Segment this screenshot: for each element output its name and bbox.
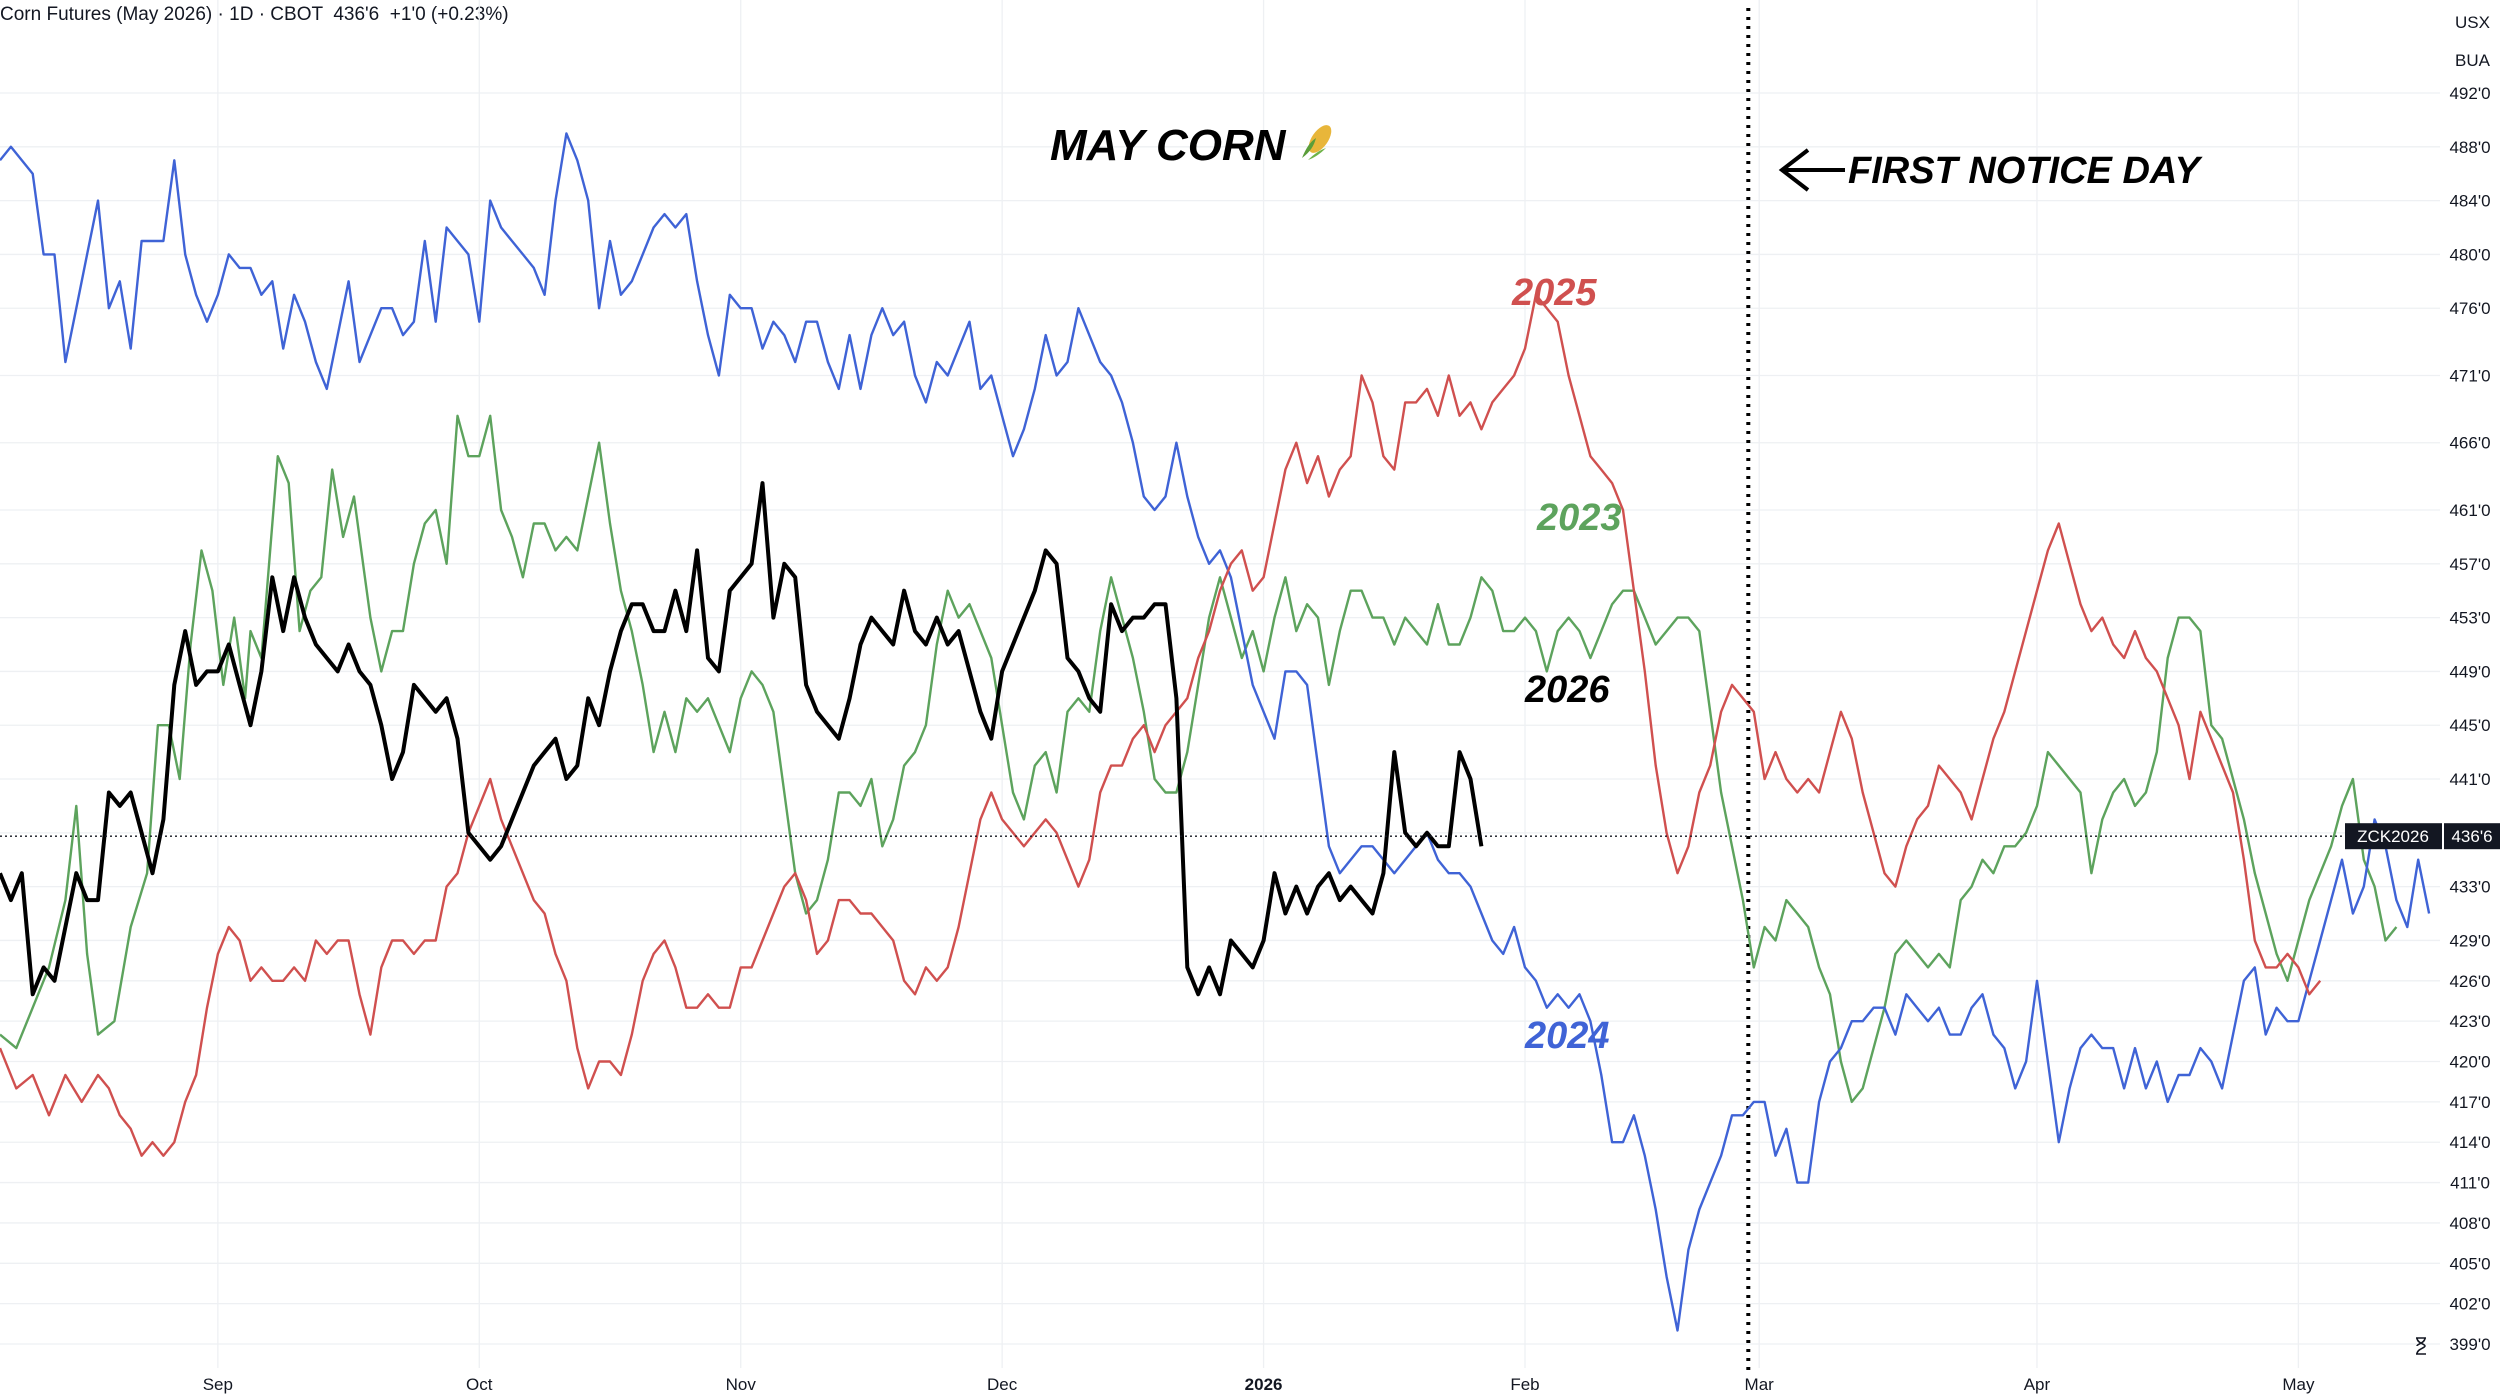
y-tick-label: 402'0 (2449, 1295, 2490, 1314)
symbol-title: Corn Futures (May 2026) · 1D · CBOT (0, 4, 323, 25)
series-line-2026 (0, 481, 1484, 997)
y-tick-label: 453'0 (2449, 609, 2490, 628)
grid (0, 0, 2440, 1368)
y-tick-label: 488'0 (2449, 138, 2490, 157)
y-tick-label: 405'0 (2449, 1254, 2490, 1273)
y-tick-label: 449'0 (2449, 662, 2490, 681)
x-axis: Sep Oct Nov Dec 2026 Feb Mar Apr May (203, 1375, 2315, 1394)
y-tick-label: 484'0 (2449, 192, 2490, 211)
y-tick-label: 433'0 (2449, 878, 2490, 897)
x-tick-label: Dec (987, 1375, 1018, 1394)
series-label-2026: 2026 (1524, 669, 1610, 711)
price-tag-price-bg (2444, 823, 2500, 850)
series-label-2024: 2024 (1524, 1015, 1610, 1057)
price-tag-symbol: ZCK2026 (2357, 827, 2429, 846)
x-tick-label: Nov (726, 1375, 757, 1394)
y-tick-label: 426'0 (2449, 972, 2490, 991)
y-tick-label: 466'0 (2449, 434, 2490, 453)
price-tag[interactable]: ZCK2026 436'6 (2345, 823, 2500, 850)
series-label-2023: 2023 (1536, 497, 1622, 539)
y-tick-label: 423'0 (2449, 1012, 2490, 1031)
y-tick-label: 457'0 (2449, 555, 2490, 574)
last-price: 436'6 (333, 4, 380, 25)
x-tick-label: Mar (1745, 1375, 1775, 1394)
currency-unit[interactable]: USX BUA (2455, 4, 2490, 80)
y-tick-label: 420'0 (2449, 1053, 2490, 1072)
unit-label: BUA (2455, 51, 2490, 70)
series-label-2025: 2025 (1511, 272, 1597, 314)
y-tick-label: 461'0 (2449, 501, 2490, 520)
corn-icon (1302, 125, 1332, 160)
y-tick-label: 441'0 (2449, 770, 2490, 789)
y-tick-label: 445'0 (2449, 716, 2490, 735)
y-tick-label: 492'0 (2449, 84, 2490, 103)
series-line-2023 (0, 414, 2398, 1104)
price-change: +1'0 (+0.23%) (389, 4, 509, 25)
y-tick-label: 471'0 (2449, 366, 2490, 385)
series-line-2024 (0, 132, 2431, 1332)
x-tick-label: Oct (466, 1375, 493, 1394)
y-tick-label: 414'0 (2449, 1133, 2490, 1152)
x-tick-label: Apr (2024, 1375, 2051, 1394)
x-tick-label: 2026 (1245, 1375, 1283, 1394)
first-notice-annotation: FIRST NOTICE DAY (1848, 150, 2204, 192)
y-tick-label: 480'0 (2449, 245, 2490, 264)
title-annotation: MAY CORN (1050, 121, 1287, 170)
clock-icon[interactable] (2410, 1335, 2432, 1357)
y-tick-label: 476'0 (2449, 299, 2490, 318)
y-tick-label: 429'0 (2449, 931, 2490, 950)
y-tick-label: 417'0 (2449, 1093, 2490, 1112)
price-tag-symbol-bg (2345, 823, 2442, 850)
currency-label: USX (2455, 13, 2490, 32)
left-arrow-icon (1778, 148, 1845, 192)
x-tick-label: Feb (1510, 1375, 1539, 1394)
series-lines (0, 132, 2431, 1332)
price-tag-value: 436'6 (2451, 827, 2492, 846)
y-tick-label: 399'0 (2449, 1335, 2490, 1354)
x-tick-label: Sep (203, 1375, 233, 1394)
y-axis: 492'0 488'0 484'0 480'0 476'0 471'0 466'0 461'0… (2449, 84, 2490, 1354)
chart-header: Corn Futures (May 2026) · 1D · CBOT 436'… (0, 4, 509, 26)
x-tick-label: May (2282, 1375, 2315, 1394)
y-tick-label: 408'0 (2449, 1214, 2490, 1233)
y-tick-label: 411'0 (2450, 1174, 2490, 1193)
